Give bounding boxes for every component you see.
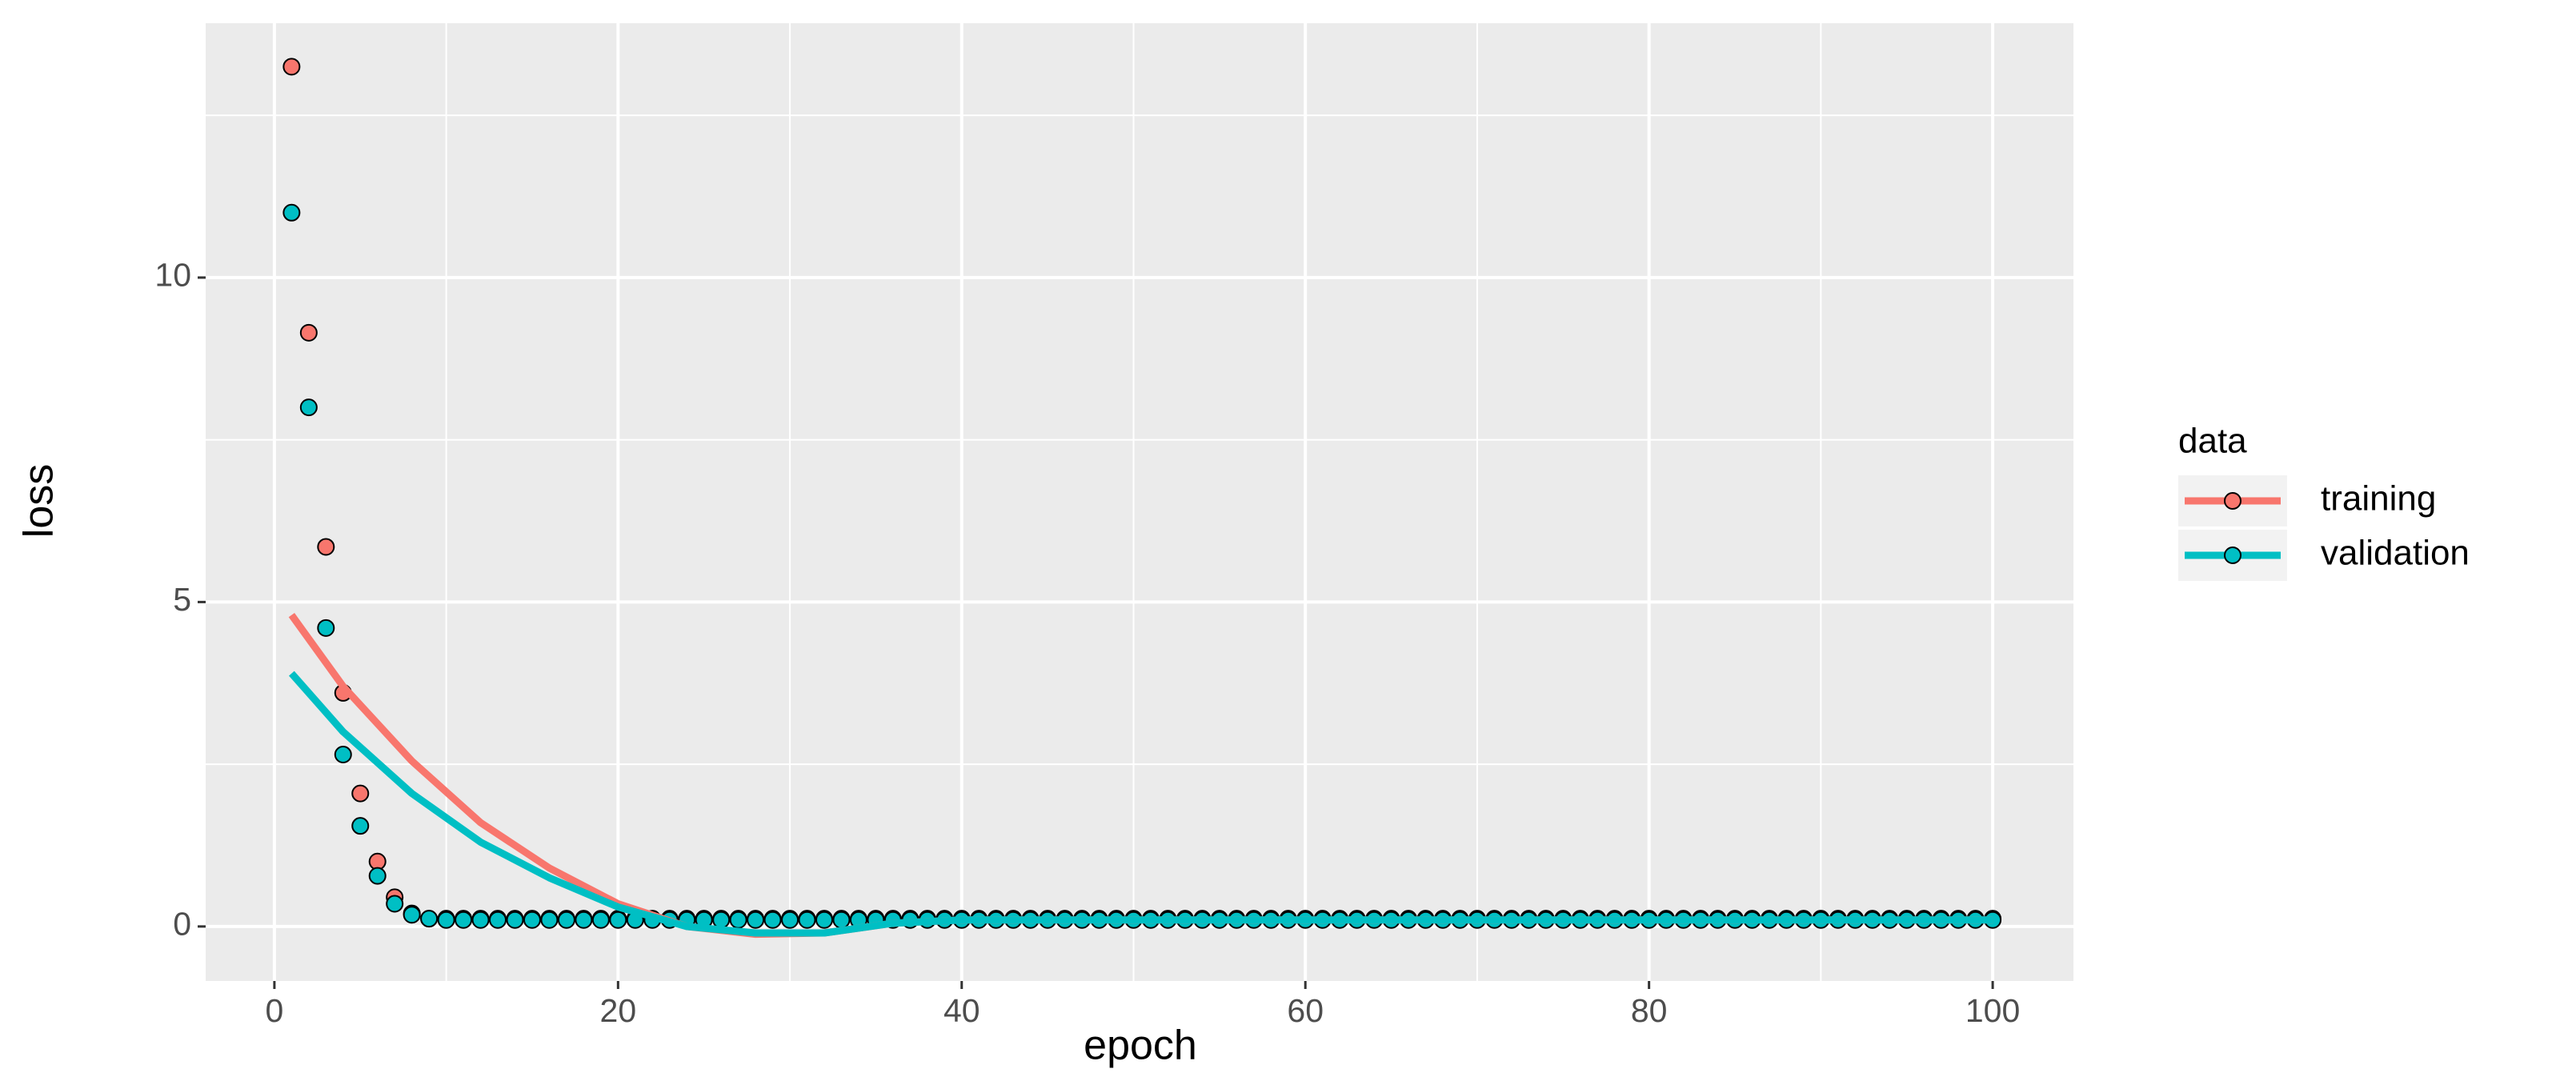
data-point (317, 538, 335, 556)
data-point (489, 911, 507, 929)
legend-title: data (2178, 422, 2247, 461)
data-point (403, 906, 421, 924)
data-point (729, 911, 747, 929)
data-point (299, 323, 318, 342)
x-tick-label: 40 (943, 992, 980, 1029)
data-point (575, 911, 593, 929)
data-point (747, 911, 765, 929)
data-point (282, 203, 301, 222)
legend-label: training (2321, 479, 2436, 518)
data-point (386, 895, 404, 913)
x-tick-label: 100 (1965, 992, 2020, 1029)
data-point (781, 911, 799, 929)
plot-panel (206, 23, 2073, 981)
y-tick-label: 5 (173, 581, 191, 618)
data-point (815, 911, 833, 929)
x-tick-label: 0 (265, 992, 283, 1029)
legend-key-point (2224, 492, 2241, 510)
data-point (317, 619, 335, 637)
data-point (351, 784, 370, 803)
data-point (591, 911, 610, 929)
data-point (557, 911, 575, 929)
x-tick-label: 80 (1631, 992, 1668, 1029)
data-point (540, 911, 559, 929)
x-axis-title: epoch (1084, 1023, 1197, 1069)
data-point (351, 817, 370, 835)
data-point (420, 910, 439, 928)
data-point (832, 911, 851, 929)
y-tick-label: 0 (173, 906, 191, 943)
data-point (506, 911, 524, 929)
data-point (437, 911, 455, 929)
data-point (455, 911, 473, 929)
data-point (471, 911, 490, 929)
data-point (334, 745, 352, 763)
data-point (798, 911, 816, 929)
x-tick-label: 20 (600, 992, 637, 1029)
data-point (282, 58, 301, 76)
y-axis-title: loss (16, 464, 62, 538)
smooth-line (288, 671, 1993, 937)
data-point (763, 911, 782, 929)
legend-key-point (2224, 547, 2241, 564)
data-point (523, 911, 541, 929)
legend-label: validation (2321, 534, 2470, 573)
x-tick-label: 60 (1287, 992, 1324, 1029)
data-point (299, 398, 318, 417)
data-point (609, 911, 627, 929)
data-point (368, 867, 387, 885)
y-tick-label: 10 (154, 257, 191, 294)
